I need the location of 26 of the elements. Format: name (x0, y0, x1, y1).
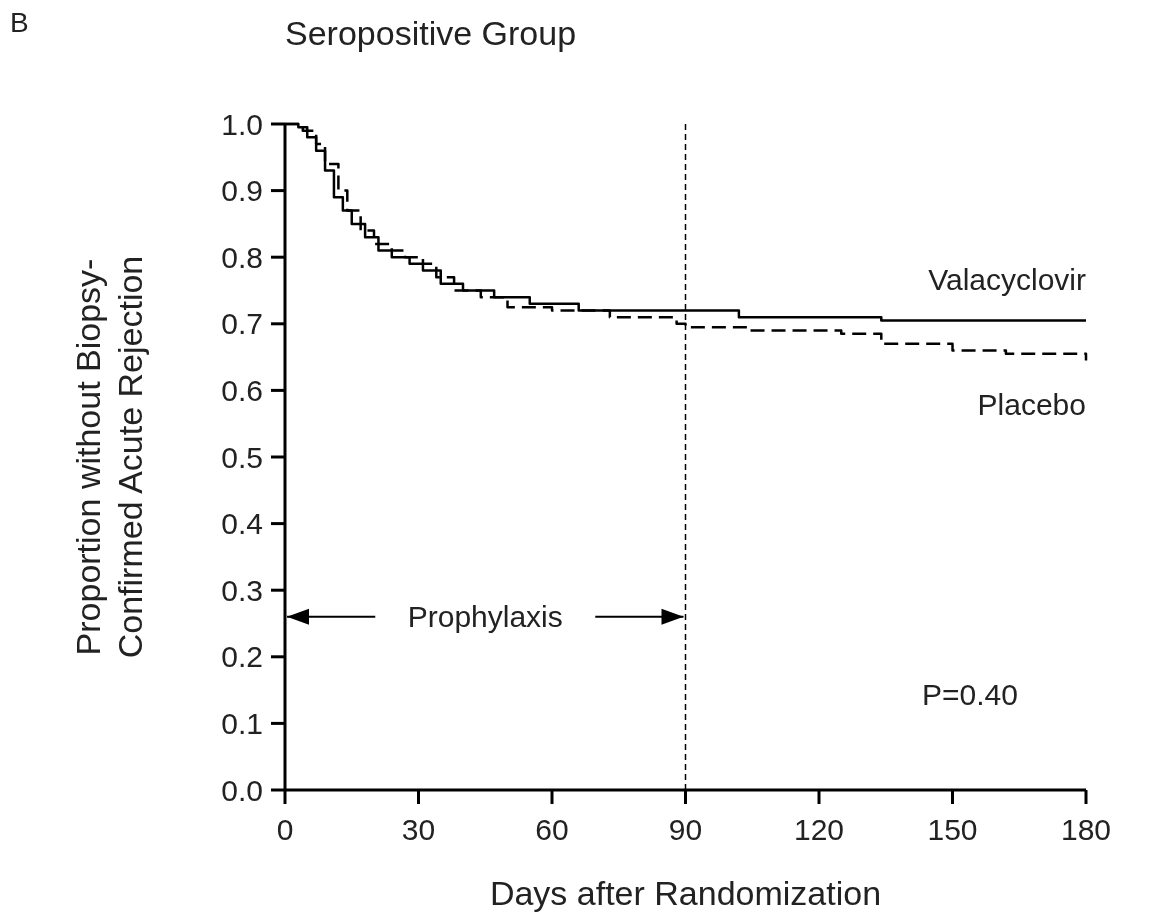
chart-title: Seropositive Group (285, 14, 577, 52)
annotation: Prophylaxis (407, 600, 563, 634)
y-tick-label: 0.5 (221, 440, 263, 474)
y-tick-label: 0.2 (221, 640, 263, 674)
x-tick-label: 60 (535, 813, 569, 846)
y-tick-label: 0.6 (221, 373, 263, 407)
y-tick-label: 0.0 (221, 773, 263, 807)
x-axis-title: Days after Randomization (489, 874, 882, 912)
y-tick-label: 0.3 (221, 573, 263, 607)
y-tick-label: 0.4 (221, 507, 263, 541)
x-tick-label: 30 (401, 813, 436, 846)
x-tick-label: 150 (927, 813, 978, 846)
series-label: Valacyclovir (928, 263, 1086, 297)
annotation: P=0.40 (922, 678, 1018, 711)
series-label: Placebo (977, 388, 1086, 422)
y-tick-label: 0.1 (221, 706, 263, 740)
y-tick-label: 1.0 (221, 107, 263, 141)
y-axis-title: Proportion without Biopsy- Confirmed Acute Rejection (69, 255, 149, 659)
y-tick-label: 0.7 (221, 307, 263, 341)
y-tick-label: 0.8 (221, 240, 263, 274)
y-tick-label: 0.9 (221, 174, 263, 208)
x-tick-label: 120 (793, 813, 845, 846)
x-tick-label: 90 (668, 813, 703, 846)
x-tick-label: 180 (1060, 813, 1112, 846)
text: B (10, 7, 29, 38)
x-tick-label: 0 (276, 813, 294, 846)
